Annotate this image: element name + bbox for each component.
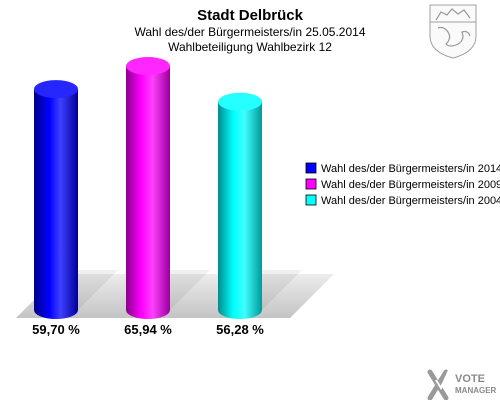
bar-2 <box>218 92 302 319</box>
value-label-1: 65,94 % <box>124 322 172 337</box>
legend-swatch-0 <box>305 162 317 174</box>
value-labels: 59,70 % 65,94 % 56,28 % <box>32 322 264 337</box>
bar-top-0 <box>34 80 78 99</box>
bar-body-2 <box>218 101 262 319</box>
legend-swatch-2 <box>305 194 317 206</box>
chart-title: Stadt Delbrück <box>197 7 304 24</box>
bar-1 <box>126 57 210 319</box>
legend-label-2: Wahl des/der Bürgermeisters/in 2004 <box>321 195 500 207</box>
bars <box>34 57 302 319</box>
chart-subtitle: Wahl des/der Bürgermeisters/in 25.05.201… <box>134 25 365 39</box>
votemanager-logo-icon <box>427 367 451 400</box>
coat-of-arms-icon <box>429 4 477 59</box>
chart-subtitle-2: Wahlbeteiligung Wahlbezirk 12 <box>168 40 332 54</box>
bar-0 <box>34 80 118 319</box>
value-label-2: 56,28 % <box>216 322 264 337</box>
bar-body-0 <box>34 89 78 319</box>
legend-label-0: Wahl des/der Bürgermeisters/in 2014 <box>321 163 500 175</box>
legend: Wahl des/der Bürgermeisters/in 2014 Wahl … <box>305 162 500 207</box>
bar-body-1 <box>126 66 170 319</box>
brand-line-1: VOTE <box>455 373 485 385</box>
bar-top-2 <box>218 92 262 111</box>
legend-label-1: Wahl des/der Bürgermeisters/in 2009 <box>321 179 500 191</box>
bar-top-1 <box>126 57 170 76</box>
value-label-0: 59,70 % <box>32 322 80 337</box>
legend-swatch-1 <box>305 178 317 190</box>
brand-line-2: MANAGER <box>455 386 497 395</box>
